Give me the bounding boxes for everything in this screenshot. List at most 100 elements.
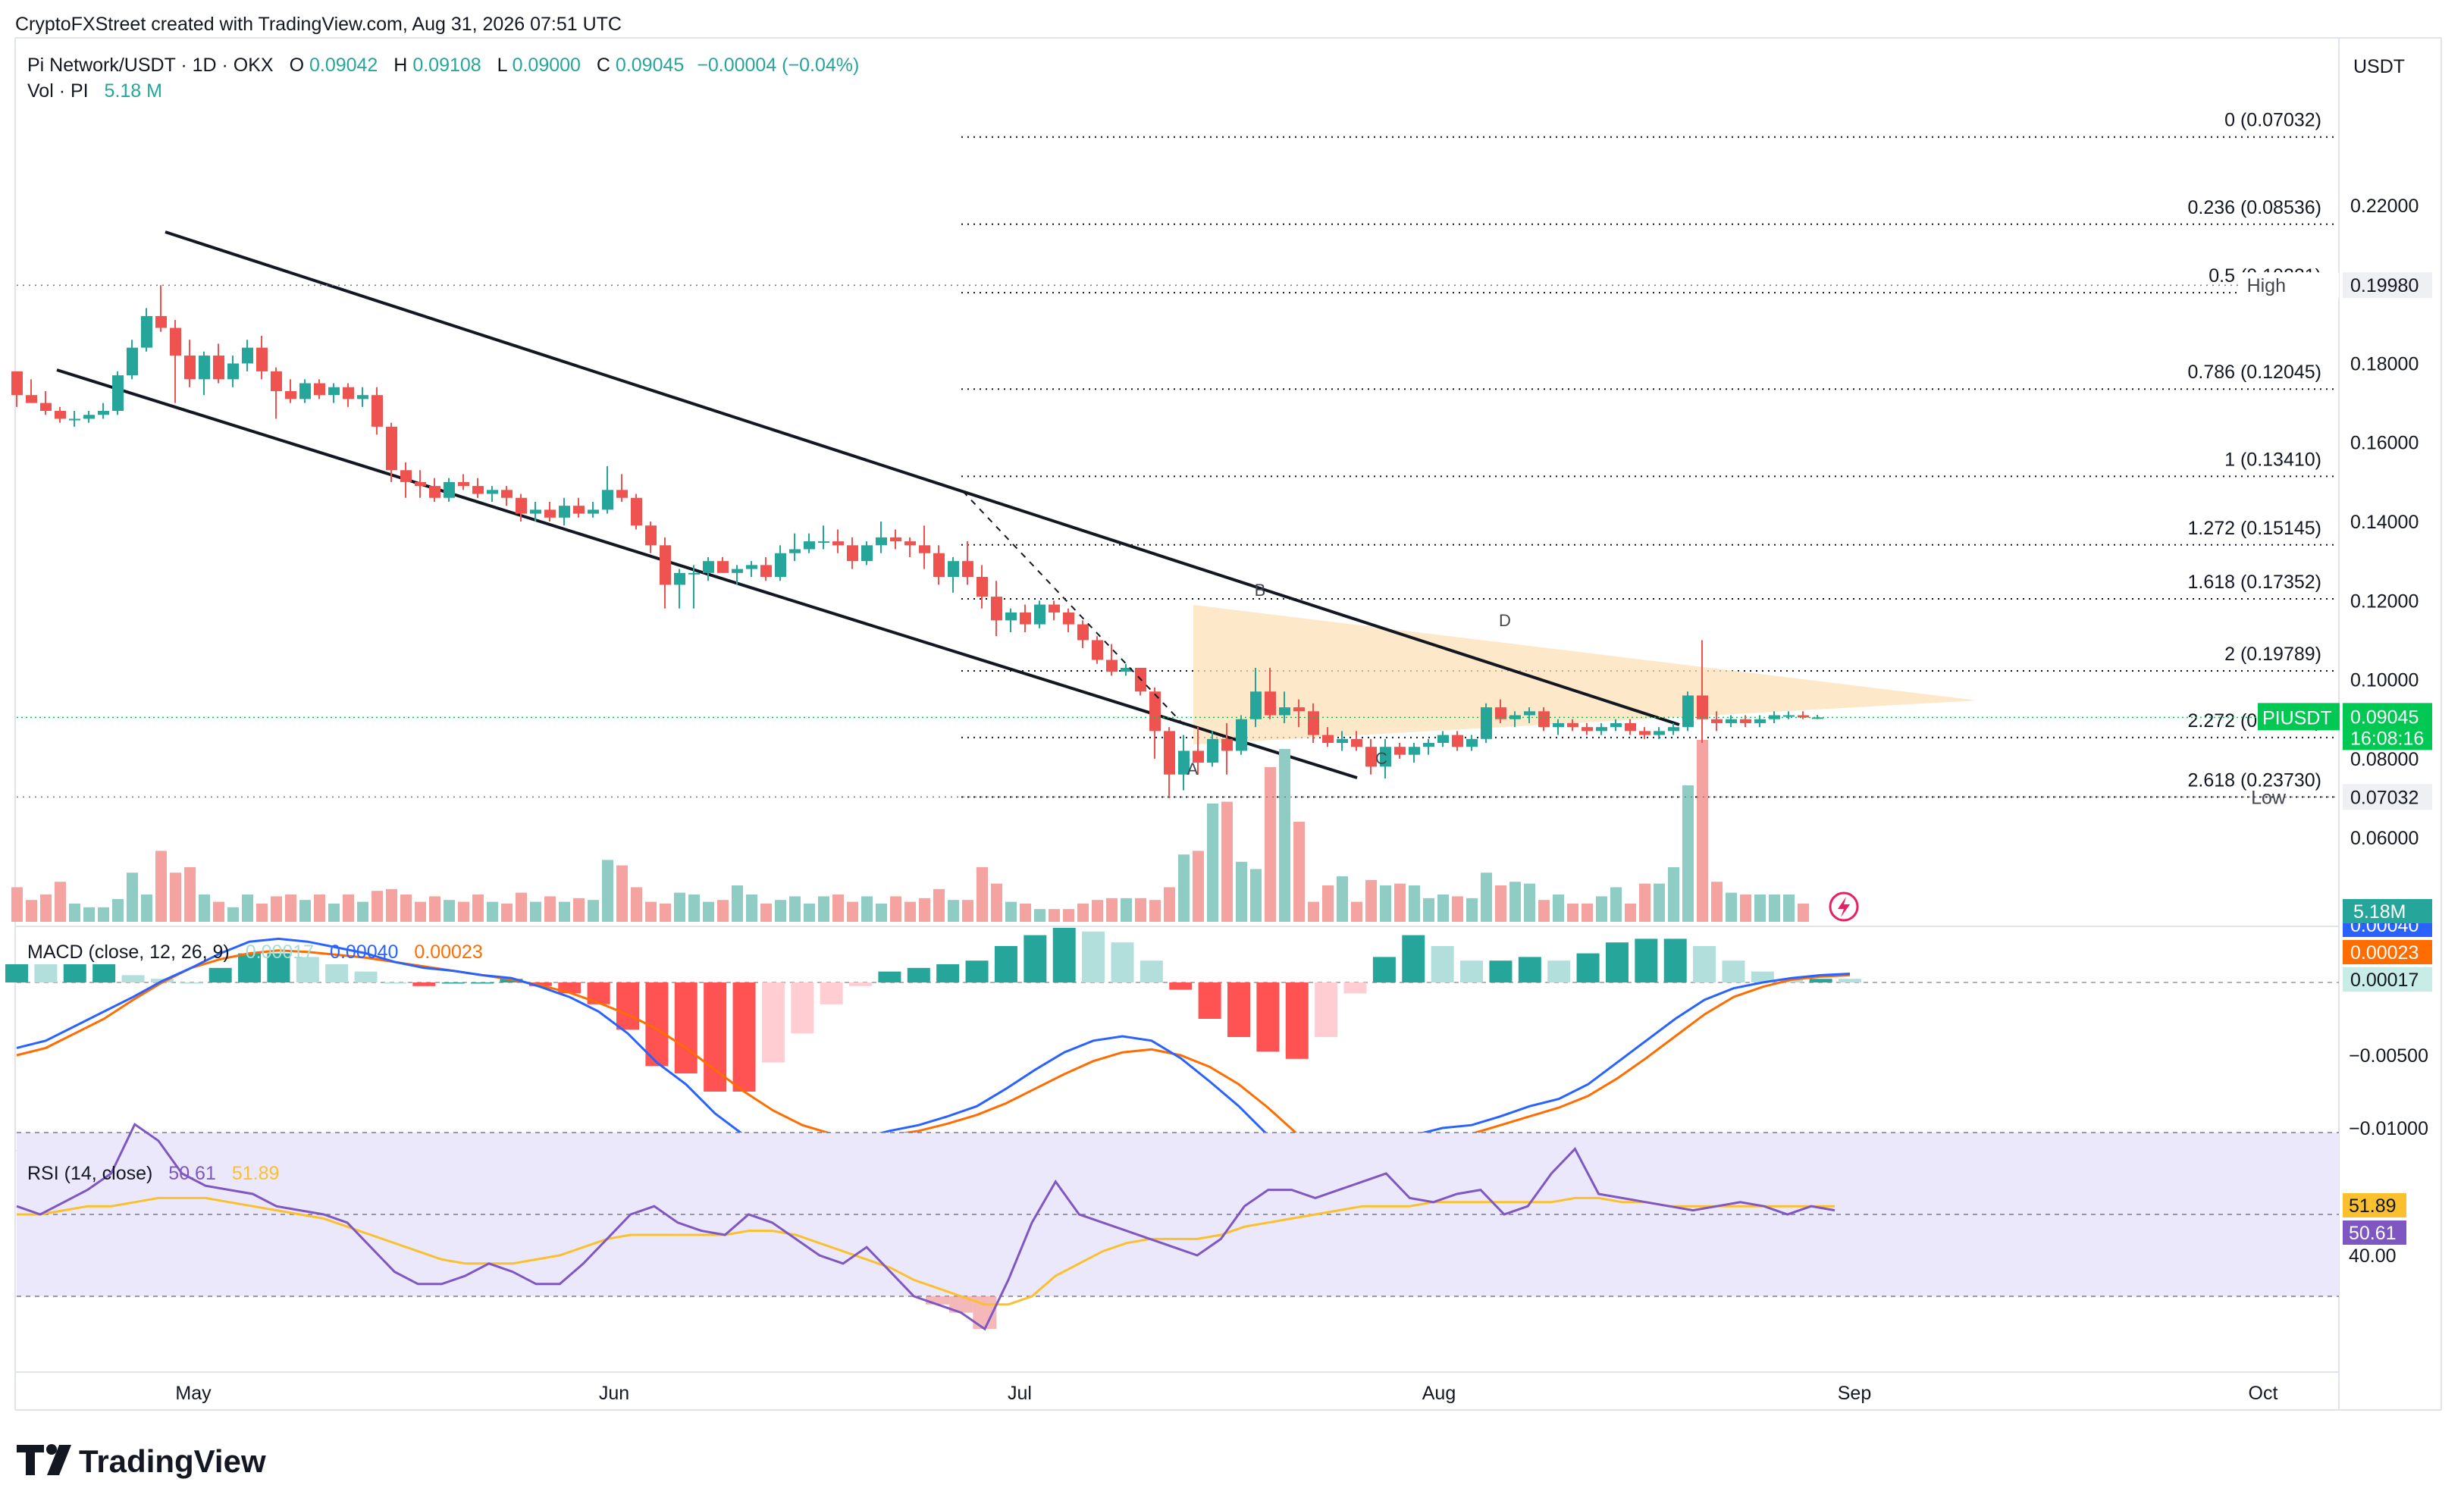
logo-mark-dot (46, 1444, 57, 1455)
tradingview-logo[interactable]: TradingView (17, 1443, 266, 1479)
volume-bar (55, 882, 66, 922)
macd-histogram-bar (994, 946, 1017, 982)
macd-histogram-bar (1198, 982, 1221, 1019)
candle-body (184, 356, 196, 380)
time-axis-label[interactable]: Aug (1422, 1383, 1456, 1404)
lightning-icon[interactable] (1829, 891, 1859, 922)
rsi-legend[interactable]: RSI (14, close) 50.61 51.89 (27, 1163, 279, 1184)
fib-level-label: 1.272 (0.15145) (2187, 518, 2321, 539)
time-axis-label[interactable]: May (175, 1383, 212, 1404)
symmetrical-triangle[interactable] (1193, 605, 1977, 744)
candle-body (602, 490, 613, 510)
macd-histogram-bar (1140, 960, 1163, 982)
candle-body (703, 561, 714, 573)
volume-bar (1020, 904, 1031, 922)
volume-bar (155, 851, 167, 922)
legend-ohlc[interactable]: Pi Network/USDT · 1D · OKX O 0.09042 H 0… (27, 55, 859, 102)
candle-body (1452, 735, 1463, 747)
time-axis-label[interactable]: Jul (1008, 1383, 1032, 1404)
candle-body (1049, 604, 1060, 613)
logo-wordmark: TradingView (79, 1443, 266, 1479)
volume-bar (11, 887, 23, 922)
volume-bar (213, 901, 224, 922)
volume-bar (645, 901, 657, 922)
volume-bar (933, 888, 945, 922)
volume-bar (948, 900, 959, 922)
abcd-pattern[interactable]: A B C D (962, 490, 1511, 779)
logo-mark-bar (17, 1445, 44, 1475)
volume-bar (1221, 801, 1233, 922)
volume-bar (1149, 900, 1161, 922)
rsi-value: 50.61 (168, 1163, 216, 1184)
volume-bar (271, 896, 282, 922)
candle-body (386, 426, 397, 471)
pattern-point-label: A (1187, 760, 1199, 779)
rsi-pane: 40.00 51.89 50.61 (16, 1122, 2406, 1331)
time-axis-label[interactable]: Oct (2249, 1383, 2278, 1404)
high-value: 0.09108 (412, 55, 481, 76)
candle-body (199, 356, 210, 380)
macd-legend[interactable]: MACD (close, 12, 26, 9) 0.00017 0.00040 … (27, 942, 483, 963)
macd-tag-bg (2343, 967, 2432, 992)
candle-body (1077, 624, 1089, 641)
volume-bar (501, 904, 513, 922)
credit-line: CryptoFXStreet created with TradingView.… (15, 14, 622, 35)
candle-body (429, 486, 440, 498)
time-axis-label[interactable]: Jun (599, 1383, 629, 1404)
volume-bar (1394, 883, 1406, 922)
candle-body (1164, 731, 1175, 775)
macd-tag-label: 0.00023 (2350, 942, 2419, 964)
symbol-tag: PIUSDT (2262, 707, 2332, 728)
volume-bar (69, 904, 80, 922)
volume-bar (199, 895, 210, 922)
volume-bar (703, 901, 714, 922)
time-axis-label[interactable]: Sep (1838, 1383, 1871, 1404)
candle-body (1394, 747, 1406, 755)
descending-channel[interactable] (56, 230, 1680, 779)
volume-bar (847, 901, 858, 922)
volume-bar (1567, 904, 1578, 922)
volume-bar (890, 896, 901, 922)
volume-tag: 5.18M (2353, 901, 2406, 923)
macd-histogram-bar (1460, 960, 1484, 982)
volume-bar (1193, 851, 1204, 922)
volume-bar (1293, 822, 1305, 922)
candle-body (98, 411, 109, 415)
volume-bar (1654, 883, 1665, 922)
volume-bar (1481, 873, 1492, 922)
volume-bar (631, 887, 642, 922)
volume-bar (616, 865, 628, 922)
candle-body (1610, 722, 1622, 728)
candle-body (760, 565, 772, 578)
volume-bar (962, 900, 973, 922)
candle-body (688, 572, 700, 575)
candle-body (1034, 604, 1045, 625)
volume-bar (256, 904, 268, 922)
macd-histogram-bar (238, 953, 262, 982)
volume-bar (1711, 882, 1723, 922)
candle-body (962, 561, 973, 578)
candle-body (141, 315, 152, 348)
volume-bar (1365, 879, 1377, 922)
macd-histogram-bar (1751, 971, 1774, 982)
candle-body (1365, 747, 1377, 767)
volume-bar (1452, 896, 1463, 922)
macd-histogram-bar (1605, 942, 1629, 982)
candle-body (1193, 750, 1204, 763)
candle-body (1625, 722, 1636, 732)
volume-bar (1351, 901, 1362, 922)
candle-body (948, 561, 959, 578)
volume-bar (991, 883, 1002, 922)
macd-histogram-bar (1169, 982, 1193, 990)
candle-body (1092, 640, 1103, 660)
fib-level-label: 2 (0.19789) (2224, 644, 2321, 665)
macd-histogram-bar (1518, 957, 1541, 982)
high-value-bg (2343, 272, 2432, 299)
candle-body (1207, 738, 1218, 763)
candle-body (1582, 727, 1593, 732)
volume-bar (904, 901, 916, 922)
price-tick-label: 0.14000 (2350, 512, 2419, 533)
candle-body (1668, 727, 1679, 732)
